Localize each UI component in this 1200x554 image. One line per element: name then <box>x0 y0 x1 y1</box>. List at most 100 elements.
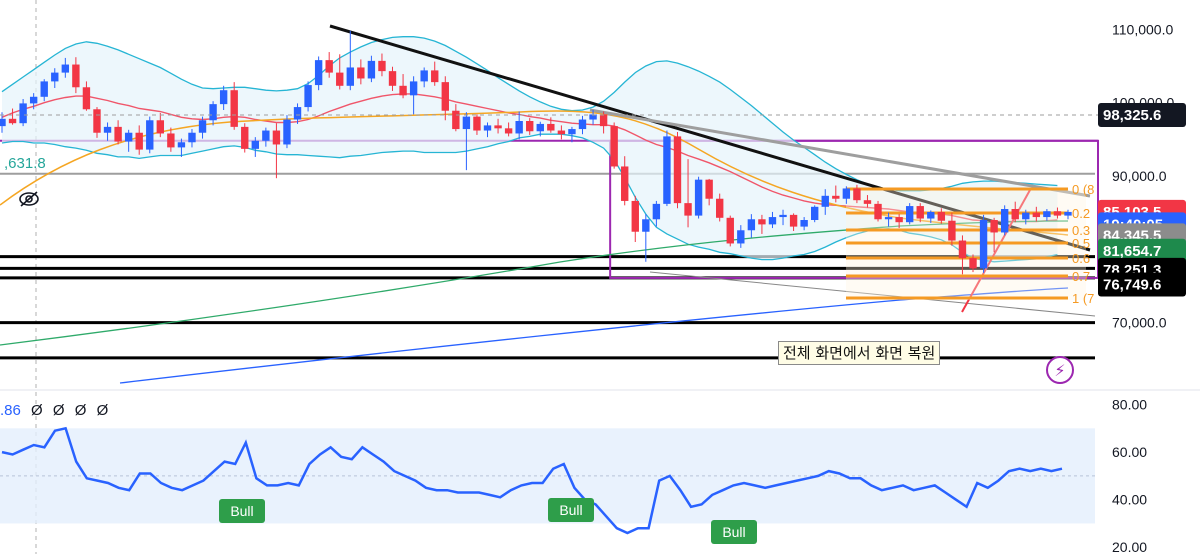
candle-body <box>631 200 639 232</box>
lightning-icon[interactable]: ⚡ <box>1046 356 1074 384</box>
candle <box>283 115 291 149</box>
candle-body <box>61 64 70 73</box>
candle <box>198 116 207 139</box>
candle <box>874 200 882 222</box>
candle <box>663 130 671 207</box>
candle-body <box>304 85 312 108</box>
candle-body <box>863 200 872 204</box>
candle <box>219 85 228 110</box>
candle <box>526 118 534 135</box>
candle-body <box>652 203 661 220</box>
candle <box>1064 209 1072 220</box>
fib-label-6: 1 (7 <box>1072 291 1094 306</box>
candle-body <box>853 188 861 201</box>
rsi-header: .86 Ø Ø Ø Ø <box>0 402 108 419</box>
candle <box>82 81 91 111</box>
bull-text: Bull <box>559 502 582 518</box>
candle-body <box>388 71 397 86</box>
candle <box>1000 205 1009 236</box>
trendline-lower <box>649 271 1096 317</box>
candle <box>779 209 787 226</box>
candle-body <box>124 132 133 142</box>
fib-label-2: 0.3 <box>1072 223 1090 238</box>
candle-body <box>842 188 851 199</box>
candle-body <box>431 70 439 83</box>
candle <box>515 111 523 140</box>
fullscreen-restore-tooltip: 전체 화면에서 화면 복원 <box>778 341 941 365</box>
bull-label-0: Bull <box>219 499 265 523</box>
candle-body <box>378 60 386 72</box>
candle <box>958 235 967 275</box>
candle-body <box>1032 212 1041 218</box>
candle-body <box>789 214 798 227</box>
candle-body <box>958 240 967 259</box>
candle-body <box>40 81 48 97</box>
candle-body <box>578 119 587 130</box>
candle <box>114 120 122 145</box>
candle-body <box>399 85 407 96</box>
price-tag-0: 98,325.6 <box>1103 107 1161 124</box>
candle-body <box>93 109 101 133</box>
candle <box>357 59 365 85</box>
candle <box>821 189 829 215</box>
candle <box>800 217 808 231</box>
candle <box>167 127 175 152</box>
candle <box>103 122 112 141</box>
candle <box>726 215 734 247</box>
candle <box>188 129 196 148</box>
candle-body <box>156 120 165 134</box>
fib-label-4: 0.6 <box>1072 251 1090 266</box>
candle <box>789 213 798 231</box>
candle <box>19 99 27 127</box>
candle <box>948 212 956 246</box>
candle <box>1022 209 1030 225</box>
candle <box>29 93 38 110</box>
bull-text: Bull <box>722 524 745 540</box>
candle <box>72 57 80 94</box>
candle-body <box>536 123 544 132</box>
candle <box>652 200 661 227</box>
candle <box>262 127 270 147</box>
candle-body <box>209 104 217 121</box>
candle <box>863 195 872 208</box>
candle <box>399 74 407 99</box>
price-tick-3: 70,000.0 <box>1112 315 1167 331</box>
candle-body <box>452 110 460 130</box>
candle <box>631 195 639 242</box>
candle-body <box>1022 212 1030 220</box>
candle <box>293 103 302 124</box>
rsi-line <box>1 426 1063 535</box>
candle <box>346 30 354 91</box>
candle-body <box>927 211 935 219</box>
candle <box>388 66 397 91</box>
price-tick-0: 110,000.0 <box>1112 21 1173 37</box>
candle-body <box>610 126 618 167</box>
candle-body <box>832 195 840 199</box>
candle <box>684 159 692 228</box>
candle <box>916 203 924 223</box>
candle-body <box>198 120 207 133</box>
candle-body <box>990 220 998 233</box>
candle-body <box>673 136 682 204</box>
candle <box>51 68 59 88</box>
candle <box>1011 201 1019 223</box>
candle-body <box>494 125 502 129</box>
rsi-param-1: Ø <box>31 402 43 419</box>
candle-body <box>810 206 819 220</box>
candle <box>230 82 238 130</box>
eye-hidden-icon[interactable] <box>18 190 40 208</box>
bull-label-1: Bull <box>548 498 594 522</box>
candle-body <box>29 96 38 104</box>
candle <box>578 115 587 135</box>
candle <box>547 117 555 133</box>
candle-body <box>547 123 555 131</box>
candle-body <box>800 220 808 227</box>
rsi-param-2: Ø <box>52 402 65 419</box>
candle <box>1053 207 1062 219</box>
price-tag-bg-4 <box>1098 238 1186 263</box>
candle <box>990 217 998 253</box>
candle <box>124 129 133 152</box>
candle <box>336 54 344 90</box>
bull-bg <box>219 499 265 523</box>
